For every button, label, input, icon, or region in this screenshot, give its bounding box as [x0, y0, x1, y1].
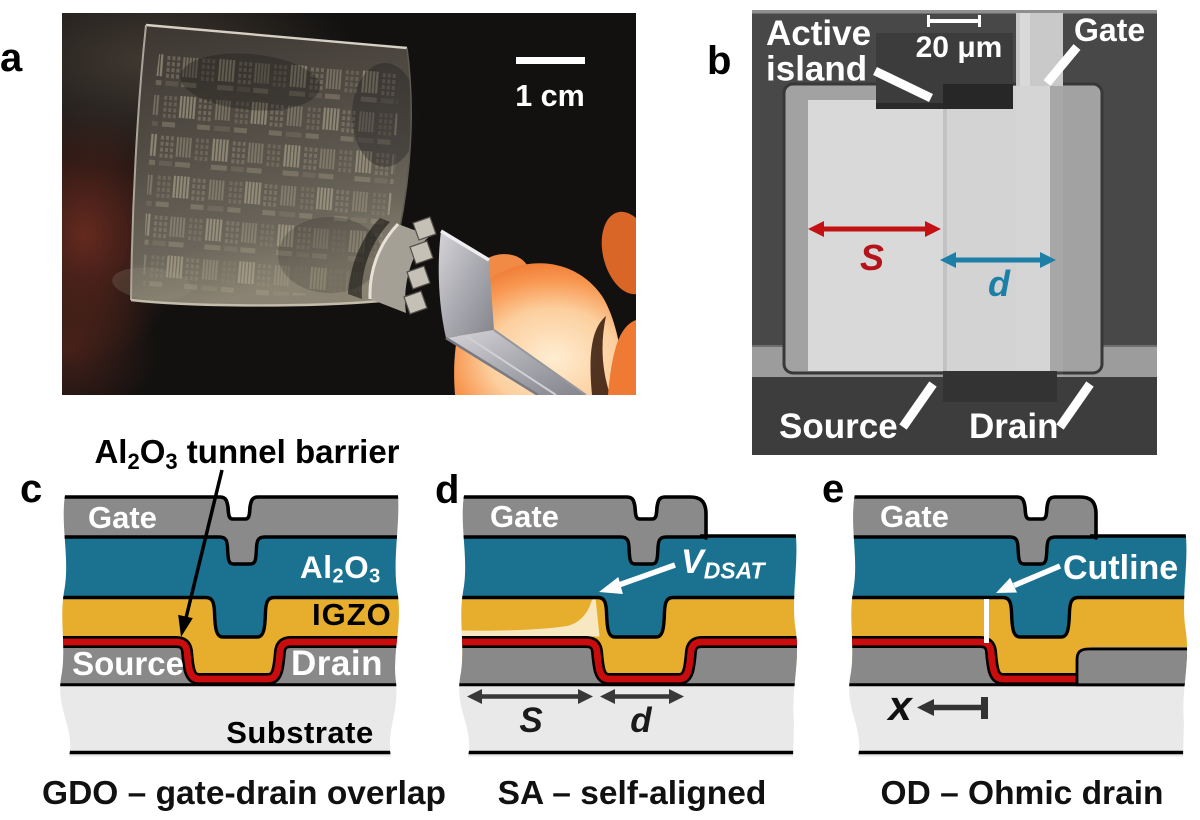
svg-text:d: d	[988, 263, 1011, 304]
svg-text:b: b	[707, 39, 731, 83]
svg-text:Active: Active	[766, 14, 871, 53]
svg-text:Gate: Gate	[490, 499, 559, 534]
svg-text:Gate: Gate	[88, 500, 157, 535]
svg-text:Drain: Drain	[969, 407, 1058, 446]
svg-text:island: island	[766, 50, 867, 89]
svg-text:c: c	[20, 467, 42, 511]
svg-text:SA – self-aligned: SA – self-aligned	[498, 775, 767, 812]
svg-text:x: x	[886, 682, 913, 729]
svg-text:Source: Source	[72, 645, 184, 682]
svg-text:Gate: Gate	[1074, 12, 1145, 48]
svg-text:Drain: Drain	[291, 644, 383, 683]
svg-text:S: S	[519, 701, 542, 740]
svg-text:GDO – gate-drain overlap: GDO – gate-drain overlap	[42, 775, 446, 812]
svg-text:OD – Ohmic drain: OD – Ohmic drain	[881, 775, 1164, 812]
svg-text:S: S	[860, 237, 884, 278]
svg-text:20 μm: 20 μm	[916, 31, 1003, 64]
svg-text:Gate: Gate	[880, 499, 949, 534]
svg-text:d: d	[630, 701, 652, 740]
svg-text:e: e	[822, 467, 844, 511]
svg-text:IGZO: IGZO	[312, 597, 392, 632]
svg-text:Cutline: Cutline	[1063, 549, 1178, 587]
svg-text:a: a	[0, 36, 23, 80]
svg-text:Substrate: Substrate	[226, 715, 373, 750]
svg-text:1 cm: 1 cm	[515, 79, 585, 113]
svg-text:Source: Source	[779, 407, 898, 446]
svg-text:Al2O3 tunnel barrier: Al2O3 tunnel barrier	[94, 433, 399, 474]
svg-text:d: d	[435, 468, 459, 512]
